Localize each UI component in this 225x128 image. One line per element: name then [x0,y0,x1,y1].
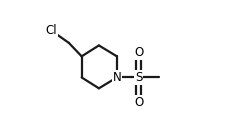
Text: O: O [133,46,143,59]
Text: N: N [112,71,121,84]
Text: Cl: Cl [45,24,57,37]
Text: O: O [133,96,143,109]
Text: S: S [134,71,142,84]
